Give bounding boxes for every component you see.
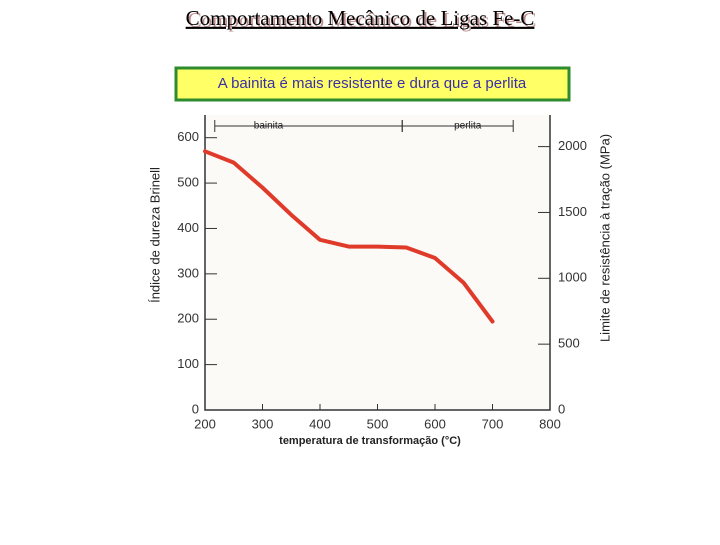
plot-area [205, 115, 550, 410]
x-tick-label: 800 [539, 416, 561, 431]
y2-tick-label: 2000 [558, 138, 587, 153]
x-tick-label: 400 [309, 416, 331, 431]
y-tick-label: 200 [177, 311, 199, 326]
y2-tick-label: 1000 [558, 270, 587, 285]
y-tick-label: 600 [177, 129, 199, 144]
x-tick-label: 600 [424, 416, 446, 431]
x-tick-label: 200 [194, 416, 216, 431]
y2-tick-label: 500 [558, 336, 580, 351]
y-tick-label: 300 [177, 265, 199, 280]
callout-text: A bainita é mais resistente e dura que a… [218, 75, 527, 92]
y-tick-label: 500 [177, 175, 199, 190]
x-tick-label: 300 [252, 416, 274, 431]
slide-title: Comportamento Mecânico de Ligas Fe-C [186, 6, 535, 30]
y2-tick-label: 0 [558, 401, 565, 416]
x-axis-label: temperatura de transformação (°C) [279, 435, 461, 447]
x-tick-label: 700 [482, 416, 504, 431]
y2-tick-label: 1500 [558, 204, 587, 219]
data-line [203, 149, 495, 324]
range-label: bainita [254, 121, 284, 132]
range-label: perlita [454, 121, 482, 132]
y-tick-label: 100 [177, 356, 199, 371]
title-shadow: Comportamento Mecânico de Ligas Fe-C [188, 8, 537, 32]
x-tick-label: 500 [367, 416, 389, 431]
y-tick-label: 400 [177, 220, 199, 235]
y-axis-label: Índice de dureza Brinell [147, 167, 162, 303]
y-tick-label: 0 [192, 401, 199, 416]
callout-box [174, 66, 571, 102]
y2-axis-label: Limite de resistência à tração (MPa) [597, 134, 612, 342]
